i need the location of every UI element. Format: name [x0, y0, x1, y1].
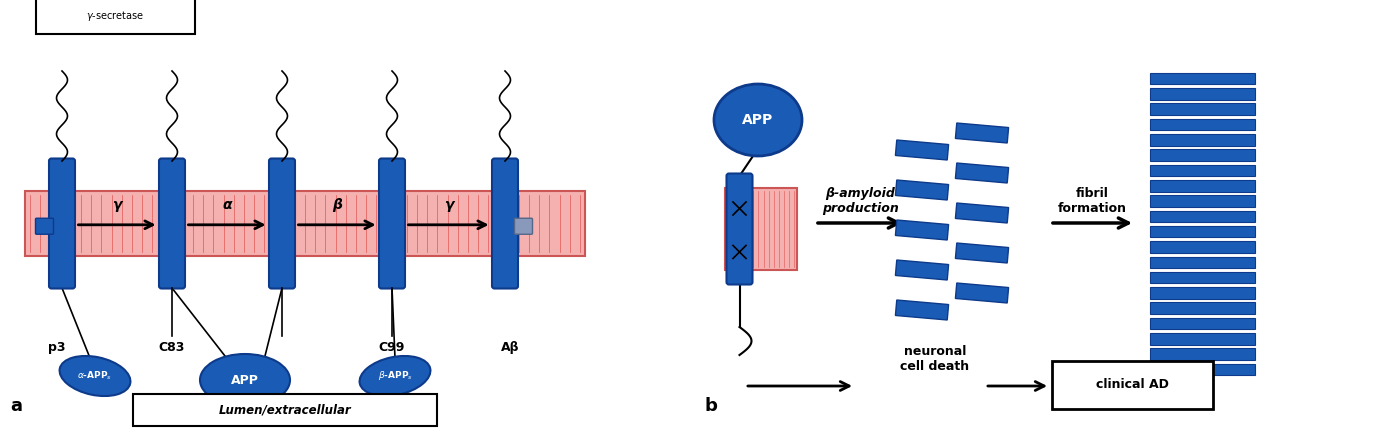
Bar: [25, 191, 585, 256]
FancyBboxPatch shape: [49, 158, 75, 288]
Bar: [1150, 104, 1255, 115]
Bar: [1150, 119, 1255, 130]
Bar: [1150, 287, 1255, 299]
Bar: [1150, 272, 1255, 283]
Polygon shape: [955, 163, 1008, 183]
FancyBboxPatch shape: [726, 173, 752, 285]
Bar: [1150, 88, 1255, 100]
Polygon shape: [895, 300, 948, 320]
Ellipse shape: [713, 84, 801, 156]
Text: neuronal
cell death: neuronal cell death: [900, 345, 970, 373]
Bar: [1150, 226, 1255, 238]
Bar: [1150, 149, 1255, 161]
FancyBboxPatch shape: [269, 158, 295, 288]
Text: clinical AD: clinical AD: [1096, 378, 1168, 392]
Ellipse shape: [360, 356, 430, 396]
Text: Aβ: Aβ: [501, 341, 519, 354]
Text: $\mathit{\alpha}$-APP$_s$: $\mathit{\alpha}$-APP$_s$: [77, 370, 113, 382]
Bar: [1150, 303, 1255, 314]
Bar: [1150, 241, 1255, 253]
Text: p3: p3: [49, 341, 66, 354]
Bar: [1150, 364, 1255, 375]
FancyBboxPatch shape: [35, 218, 53, 234]
Bar: [1150, 348, 1255, 360]
FancyBboxPatch shape: [133, 394, 437, 426]
Polygon shape: [895, 220, 948, 240]
Text: γ: γ: [112, 198, 121, 212]
Text: β: β: [332, 198, 342, 212]
Bar: [1150, 333, 1255, 345]
Bar: [1150, 256, 1255, 268]
Bar: [1150, 211, 1255, 222]
Text: $\mathit{\beta}$-APP$_s$: $\mathit{\beta}$-APP$_s$: [377, 369, 412, 383]
Text: b: b: [705, 397, 718, 415]
Text: Lumen/extracellular: Lumen/extracellular: [219, 404, 352, 416]
Text: fibril
formation: fibril formation: [1058, 187, 1127, 215]
Text: α: α: [222, 198, 232, 212]
Polygon shape: [955, 123, 1008, 143]
Ellipse shape: [60, 356, 130, 396]
Text: β-amyloid
production: β-amyloid production: [822, 187, 899, 215]
Bar: [1150, 195, 1255, 207]
Text: $\gamma$-secretase: $\gamma$-secretase: [87, 9, 144, 23]
FancyBboxPatch shape: [36, 0, 195, 34]
Bar: [1150, 73, 1255, 84]
Bar: [1150, 134, 1255, 146]
Polygon shape: [955, 283, 1008, 303]
Bar: [1150, 180, 1255, 191]
Text: a: a: [10, 397, 22, 415]
Polygon shape: [955, 243, 1008, 263]
Bar: [1150, 165, 1255, 176]
Polygon shape: [895, 180, 948, 200]
Text: C99: C99: [378, 341, 405, 354]
Polygon shape: [895, 140, 948, 160]
FancyBboxPatch shape: [1053, 361, 1213, 409]
Bar: [1150, 318, 1255, 329]
Polygon shape: [895, 260, 948, 280]
FancyBboxPatch shape: [159, 158, 186, 288]
Text: γ: γ: [444, 198, 454, 212]
Ellipse shape: [200, 354, 290, 406]
Polygon shape: [955, 203, 1008, 223]
Text: APP: APP: [232, 374, 258, 386]
Text: APP: APP: [743, 113, 773, 127]
FancyBboxPatch shape: [491, 158, 518, 288]
FancyBboxPatch shape: [515, 218, 532, 234]
FancyBboxPatch shape: [378, 158, 405, 288]
Bar: [725, 188, 797, 270]
Text: C83: C83: [159, 341, 186, 354]
